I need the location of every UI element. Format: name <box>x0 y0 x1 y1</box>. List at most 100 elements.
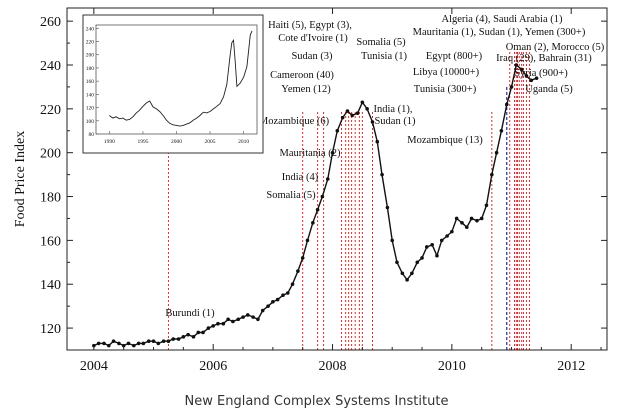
plot-frame <box>66 7 608 351</box>
data-point <box>514 63 519 67</box>
inset-y-tick-label: 240 <box>86 26 95 32</box>
event-label: Tunisia (300+) <box>414 84 477 95</box>
event-label: Oman (2), Morocco (5) <box>506 42 605 53</box>
data-point <box>311 221 315 225</box>
data-point <box>221 321 226 326</box>
y-tick-label: 200 <box>40 147 61 162</box>
data-point <box>281 293 285 297</box>
data-point <box>196 330 201 335</box>
event-label: Burundi (1) <box>165 308 215 319</box>
inset-line <box>109 30 253 127</box>
data-point <box>226 317 230 322</box>
data-point <box>425 245 429 249</box>
inset-x-tick-label: 1995 <box>137 139 148 145</box>
data-point <box>260 308 265 313</box>
data-point <box>469 216 474 221</box>
data-point <box>245 313 250 317</box>
data-point <box>181 335 186 339</box>
data-point <box>375 139 380 144</box>
inset-y-tick-label: 140 <box>86 92 95 98</box>
event-label: Iraq (29), Bahrain (31) <box>496 53 592 64</box>
event-label: Somalia (5) <box>266 190 316 201</box>
data-point <box>370 120 375 124</box>
y-tick-label: 260 <box>40 15 61 30</box>
data-point <box>504 102 509 107</box>
data-point <box>241 315 245 319</box>
data-point <box>186 332 190 337</box>
data-point <box>236 317 241 322</box>
event-lines <box>167 49 530 350</box>
data-point <box>141 341 146 346</box>
y-tick-label: 140 <box>40 278 61 293</box>
event-label: Libya (10000+) <box>413 67 480 78</box>
data-point <box>415 260 420 265</box>
data-point <box>275 297 280 302</box>
data-point <box>450 229 454 234</box>
data-point <box>420 256 424 260</box>
event-label: Algeria (4), Saudi Arabia (1) <box>441 14 563 25</box>
data-point <box>380 172 384 177</box>
caption: New England Complex Systems Institute <box>184 394 449 409</box>
data-point <box>534 76 539 80</box>
event-label: Tunisia (1) <box>361 51 407 62</box>
inset-y-tick-label: 80 <box>89 132 95 138</box>
y-tick-label: 240 <box>40 59 61 74</box>
data-point <box>266 304 270 308</box>
inset-plot-area <box>95 24 258 135</box>
data-point <box>405 278 409 282</box>
event-label: Egypt (800+) <box>426 51 483 62</box>
event-label: India (4) <box>282 172 319 183</box>
inset-x-tick-label: 2005 <box>205 139 216 145</box>
data-point <box>136 341 141 346</box>
data-point <box>315 207 320 212</box>
event-labels: Burundi (1) Somalia (5) India (4) Mauritani… <box>165 14 604 319</box>
data-point <box>206 326 211 330</box>
data-point <box>365 107 369 111</box>
data-point <box>484 203 489 208</box>
event-label: Uganda (5) <box>525 84 573 95</box>
data-point <box>300 256 305 260</box>
data-point <box>410 271 414 276</box>
inset-y-tick-label: 200 <box>86 53 95 59</box>
inset-x-tick-label: 1990 <box>104 139 115 145</box>
data-point <box>490 172 494 177</box>
data-point <box>494 150 499 155</box>
axes: 120 140 160 180 200 220 240 260 2004 2006 2008 2010… <box>13 7 608 374</box>
inset-y-tick-label: 220 <box>86 40 95 46</box>
event-label: Haiti (5), Egypt (3), <box>268 20 352 31</box>
data-point <box>524 74 529 78</box>
data-point <box>191 335 196 339</box>
data-point <box>529 78 534 83</box>
data-point <box>92 343 96 348</box>
y-tick-label: 120 <box>40 322 61 337</box>
x-tick-label: 2012 <box>557 359 585 374</box>
data-point <box>355 111 360 116</box>
event-label: Sudan (1) <box>374 116 416 127</box>
data-point <box>460 221 464 225</box>
event-label: Mauritania (1), Sudan (1), Yemen (300+) <box>413 27 586 38</box>
data-point <box>151 339 156 344</box>
data-point <box>464 225 469 230</box>
event-label: Mozambique (6) <box>259 116 330 127</box>
data-point <box>126 341 131 346</box>
data-point <box>96 341 101 346</box>
price-series <box>92 63 539 348</box>
inset-y-tick-label: 180 <box>86 66 95 72</box>
data-point <box>271 299 275 304</box>
event-label: Syria (900+) <box>514 68 568 79</box>
data-point <box>201 330 205 335</box>
data-point <box>296 269 300 273</box>
y-axis-label: Food Price Index <box>13 131 28 227</box>
data-point <box>475 218 479 223</box>
data-point <box>176 337 181 341</box>
event-label: Somalia (5) <box>356 37 406 48</box>
data-point <box>132 343 136 348</box>
inset-x-tick-label: 2010 <box>238 139 249 145</box>
data-point <box>454 216 459 221</box>
data-point <box>430 242 434 247</box>
data-point <box>111 339 116 344</box>
data-point <box>256 317 260 322</box>
inset-y-tick-label: 100 <box>86 119 95 125</box>
data-point <box>211 324 215 328</box>
